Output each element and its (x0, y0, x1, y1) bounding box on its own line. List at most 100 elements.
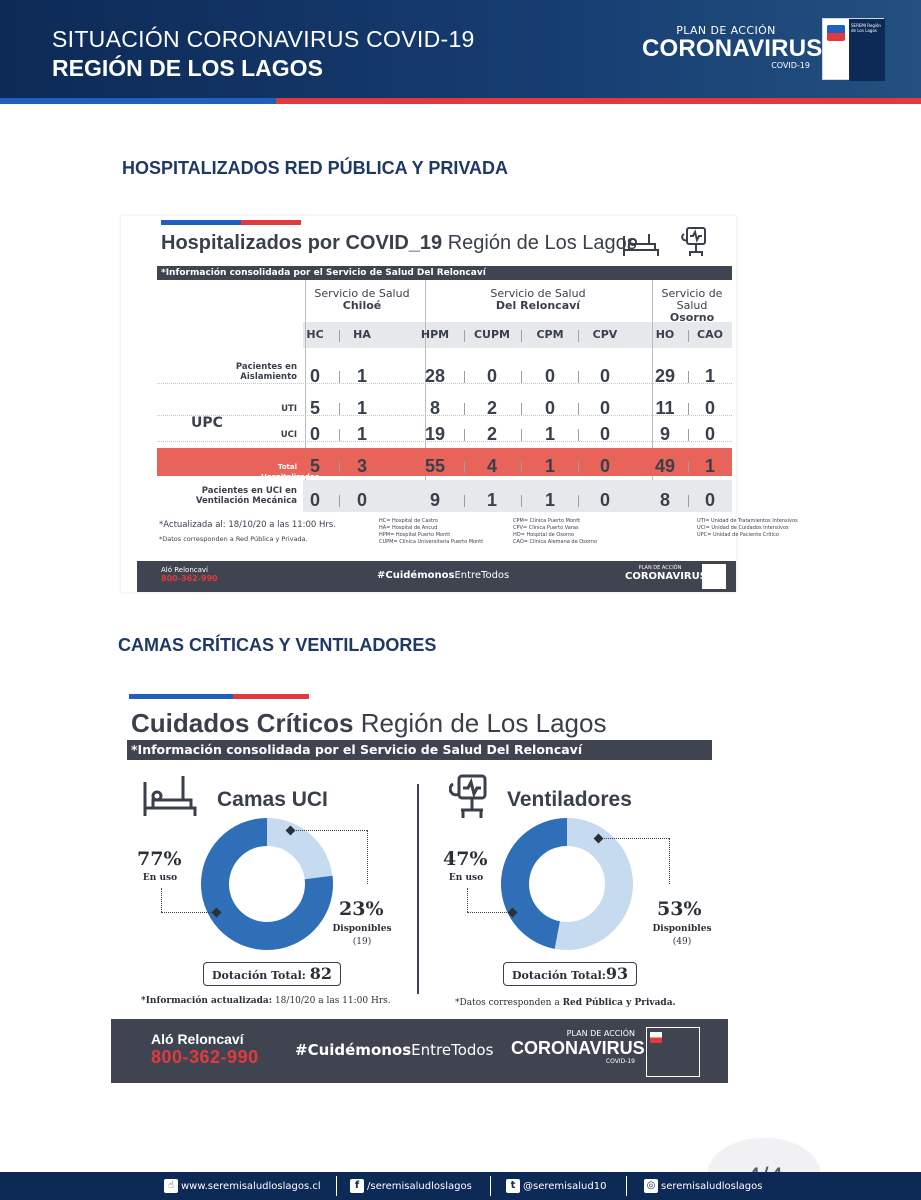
service-header-osorno: Servicio de Salud Osorno (661, 287, 723, 324)
camas-used-label: En uso (142, 873, 178, 883)
table-cell: 0 (704, 398, 715, 418)
facebook-icon: f (350, 1179, 364, 1193)
ventiladores-dotacion-total: Dotación Total:93 (503, 962, 638, 986)
row-label: Pacientes en UCI en Ventilación Mecánica (195, 486, 297, 506)
gobierno-logo-small (702, 564, 726, 589)
footer-instagram[interactable]: ◎ seremisaludloslagos (644, 1179, 762, 1193)
gobierno-logo: SEREMI Región de Los Lagos (822, 18, 885, 81)
camas-dotacion-total: Dotación Total: 82 (203, 962, 341, 986)
table-cell: 19 (424, 424, 446, 444)
cuidados-criticos-footer-bar: Aló Reloncaví 800-362-990 #CuidémonosEnt… (111, 1019, 728, 1083)
datos-red-note: *Datos corresponden a Red Pública y Priv… (455, 998, 676, 1008)
ventiladores-free-count: (49) (672, 937, 692, 947)
table-cell: 0 (309, 490, 320, 510)
header-title-line1: SITUACIÓN CORONAVIRUS COVID-19 (52, 26, 475, 52)
hospital-bed-icon (623, 234, 659, 256)
column-header-cpm: CPM (536, 328, 564, 341)
ventilator-icon (681, 227, 706, 256)
ventiladores-free-label: Disponibles (652, 924, 712, 934)
service-header-chiloe: Servicio de Salud Chiloé (314, 287, 410, 312)
coronavirus-logo: PLAN DE ACCIÓN CORONAVIRUS COVID-19 (511, 1029, 645, 1065)
abbreviation-legend: HC= Hospital de Castro HA= Hospital de An… (379, 518, 484, 545)
footer-twitter[interactable]: t @seremisalud10 (506, 1179, 606, 1193)
abbreviation-legend: CPM= Clínica Puerto Montt CPV= Clínica Pu… (513, 518, 598, 545)
info-actualizada-note: *Información actualizada: 18/10/20 a las… (141, 996, 391, 1006)
cuidados-criticos-title: Cuidados Críticos Región de Los Lagos (131, 708, 607, 738)
table-cell: 5 (309, 398, 320, 418)
table-cell: 0 (599, 490, 610, 510)
column-header-hc: HC (306, 328, 324, 341)
column-header-cupm: CUPM (473, 328, 510, 341)
column-header-cpv: CPV (592, 328, 618, 341)
camas-free-pct: 23% (339, 898, 384, 920)
page-footer: ☝ www.seremisaludloslagos.cl f/seremisalu… (0, 1172, 921, 1200)
coronavirus-logo-small: PLAN DE ACCIÓN CORONAVIRUS (625, 565, 707, 582)
instagram-icon: ◎ (644, 1179, 658, 1193)
table-cell: 1 (356, 424, 367, 444)
plan-accion-big: CORONAVIRUS (642, 35, 823, 62)
table-cell: 0 (599, 456, 610, 476)
table-cell: 4 (486, 456, 497, 476)
ventiladores-free-pct: 53% (657, 898, 702, 920)
camas-free-label: Disponibles (332, 924, 392, 934)
cursor-icon: ☝ (164, 1179, 178, 1193)
ventiladores-donut-chart (500, 818, 633, 950)
camas-used-pct: 77% (137, 848, 182, 870)
hospital-bed-icon (143, 776, 197, 816)
table-cell: 49 (654, 456, 676, 476)
ventiladores-used-pct: 47% (443, 848, 488, 870)
header-title-line2: REGIÓN DE LOS LAGOS (52, 55, 323, 81)
table-cell: 1 (704, 366, 715, 386)
table-cell: 0 (704, 490, 715, 510)
abbreviation-legend: UTI= Unidad de Tratamientos Intensivos UC… (697, 518, 798, 538)
hashtag-small: #CuidémonosEntreTodos (377, 570, 510, 581)
table-cell: 0 (309, 424, 320, 444)
gobierno-logo-bottom (646, 1027, 700, 1077)
service-header-reloncavi: Servicio de Salud Del Reloncaví (490, 287, 586, 312)
gob-logo-text: SEREMI Región de Los Lagos (851, 23, 881, 33)
table-cell: 1 (544, 490, 555, 510)
page-header: SITUACIÓN CORONAVIRUS COVID-19 REGIÓN DE… (0, 0, 921, 104)
table-cell: 11 (655, 398, 675, 418)
table-cell: 1 (704, 456, 715, 476)
table-cell: 0 (704, 424, 715, 444)
table-cell: 2 (486, 424, 497, 444)
row-label: UCI (280, 430, 297, 440)
footer-website[interactable]: ☝ www.seremisaludloslagos.cl (164, 1179, 321, 1193)
hospitalizados-notes: *Actualizada al: 18/10/20 a las 11:00 Hr… (159, 518, 336, 546)
panel-divider (417, 784, 419, 994)
table-cell: 1 (544, 424, 555, 444)
table-cell: 1 (544, 456, 555, 476)
table-cell: 0 (309, 366, 320, 386)
table-cell: 0 (599, 424, 610, 444)
ventilator-icon (449, 774, 487, 818)
row-label: UTI (281, 404, 297, 414)
hospitalizados-title: Hospitalizados por COVID_19 Región de Lo… (161, 232, 637, 254)
cuidados-criticos-infographic: Cuidados Críticos Región de Los Lagos *I… (111, 688, 769, 1083)
table-cell: 1 (356, 398, 367, 418)
hospitalizados-infographic: Hospitalizados por COVID_19 Región de Lo… (121, 216, 798, 592)
column-header-ho: HO (655, 328, 675, 341)
camas-uci-title: Camas UCI (217, 788, 328, 811)
footer-facebook[interactable]: f/seremisaludloslagos (350, 1179, 472, 1193)
section-title-camas: CAMAS CRÍTICAS Y VENTILADORES (118, 635, 437, 655)
table-cell: 1 (356, 366, 367, 386)
hashtag: #CuidémonosEntreTodos (295, 1041, 494, 1059)
table-cell: 3 (356, 456, 367, 476)
plan-accion-logo: PLAN DE ACCIÓN CORONAVIRUS COVID-19 (642, 24, 823, 70)
hospitalizados-footer-bar: Aló Reloncaví 800-362-990 #CuidémonosEnt… (137, 561, 736, 592)
camas-free-count: (19) (352, 937, 372, 947)
table-cell: 0 (544, 398, 555, 418)
ventiladores-used-slice (500, 818, 567, 949)
cuidados-criticos-banner: *Información consolidada por el Servicio… (127, 740, 712, 760)
row-label: Total Hospitalizados (261, 463, 319, 481)
table-cell: 0 (599, 398, 610, 418)
updated-note: *Actualizada al: 18/10/20 a las 11:00 Hr… (159, 520, 337, 530)
alo-reloncavi: Aló Reloncaví 800-362-990 (151, 1031, 259, 1067)
camas-used-slice (201, 818, 333, 950)
column-header-ha: HA (353, 328, 371, 341)
table-cell: 5 (309, 456, 320, 476)
shield-icon (827, 25, 845, 41)
ventiladores-title: Ventiladores (507, 788, 632, 811)
twitter-icon: t (506, 1179, 520, 1193)
